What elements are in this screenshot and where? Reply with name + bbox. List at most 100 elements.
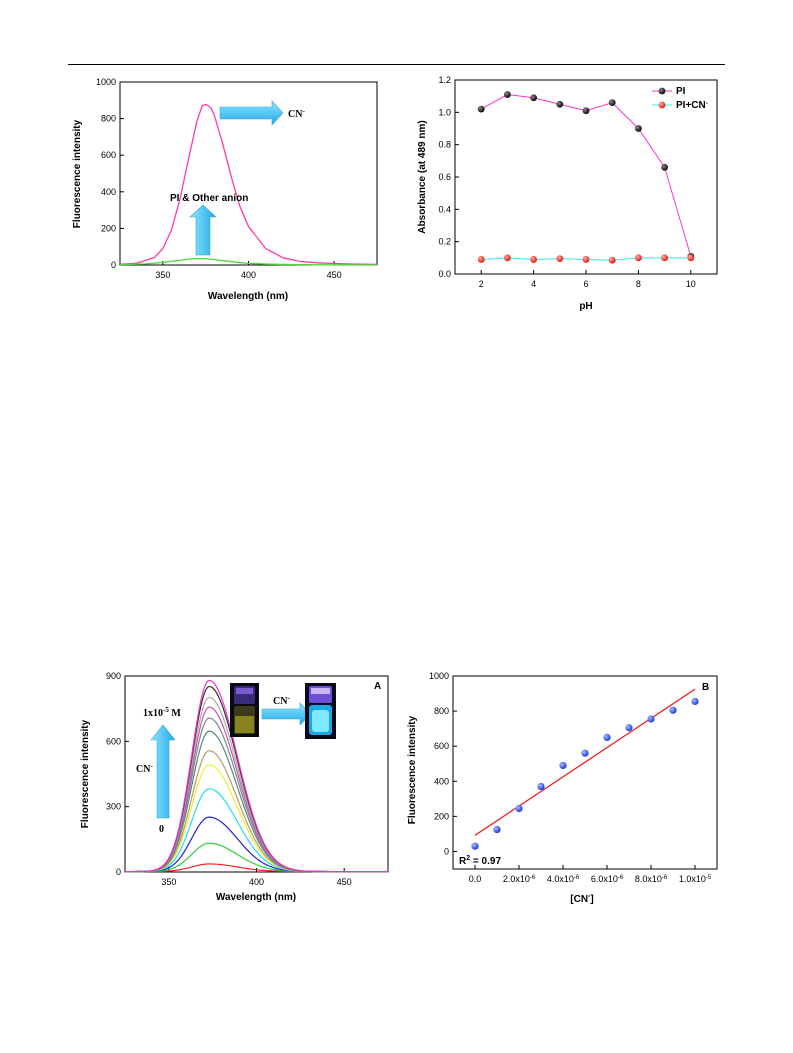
x-tick-labels: 350 400 450 [161,868,352,887]
annotation-concentration: 1x10-5 M [143,706,181,719]
y-axis-label: Fluorescence intensity [407,715,418,824]
vial-before-photo [230,683,259,737]
x-tick-label: 6.0x10-6 [591,874,624,884]
x-tick-label: 400 [241,270,256,280]
chart-fluorescence-cn-selectivity: 0 200 400 600 800 1000 350 400 450 Wavelength (… [72,77,378,302]
x-axis-label: Wavelength (nm) [216,892,296,903]
legend-marker-pi [658,87,666,95]
data-point-pi [635,125,642,132]
x-tick-label: 450 [327,270,342,280]
data-point [691,697,699,706]
x-axis-label: pH [579,301,592,312]
y-tick-labels: 0.0 0.2 0.4 0.6 0.8 1.0 1.2 [438,75,459,279]
x-tick-label: 8.0x10-6 [635,874,668,884]
y-tick-label: 800 [101,114,116,124]
y-axis-label: Fluorescence intensity [80,719,91,828]
panel-label-b: B [702,682,709,693]
y-tick-label: 0.2 [438,237,451,247]
legend-label-pi: PI [676,86,686,97]
x-tick-labels: 0.0 2.0x10-6 4.0x10-6 6.0x10-6 8.0x10-6 1.0x1… [469,865,712,884]
titration-curve [124,679,388,873]
data-point [625,724,633,732]
x-tick-label: 2 [479,279,484,289]
x-tick-label: 4.0x10-6 [547,874,580,884]
panel-label-a: A [374,681,381,692]
series-line-pi [480,94,692,257]
data-point-pi-cn [608,256,616,264]
y-tick-labels: 0 300 600 900 [106,671,129,877]
data-point-pi [608,99,616,107]
chart-absorbance-vs-ph: 0.0 0.2 0.4 0.6 0.8 1.0 1.2 2 4 6 8 10 pH Absorban… [417,75,718,312]
y-tick-label: 0 [116,867,121,877]
y-tick-label: 600 [106,736,121,746]
linear-fit-line [474,688,696,836]
data-point [559,761,567,770]
y-tick-label: 900 [106,671,121,681]
data-point-pi-cn [530,256,537,263]
vial-glow [312,710,329,732]
x-tick-labels: 2 4 6 8 10 [479,270,696,289]
x-tick-label: 0.0 [469,874,482,884]
y-axis-label: Fluorescence intensity [72,119,83,228]
y-tick-label: 400 [434,776,449,786]
legend: PI PI+CN- [652,86,708,111]
y-tick-label: 0.8 [438,140,451,150]
x-tick-label: 2.0x10-6 [503,874,536,884]
y-tick-label: 0.0 [438,269,451,279]
series-lines [119,103,378,266]
x-tick-label: 1.0x10-5 [679,874,712,884]
y-tick-label: 1.0 [438,107,451,117]
annotation-cn: CN- [288,107,305,120]
vial-solution [235,716,254,733]
up-arrow-icon [189,204,217,256]
data-point [471,842,479,850]
annotation-arrow-cn: CN- [273,694,290,707]
series-lines [124,679,388,873]
data-point [581,749,589,757]
data-point-pi-cn [661,254,668,262]
y-tick-labels: 0 200 400 600 800 1000 [429,671,457,856]
data-point-pi [504,91,511,98]
data-point [603,733,611,742]
y-tick-label: 600 [434,741,449,751]
data-point-pi [661,163,668,171]
vial-cap-highlight [236,688,253,694]
x-tick-label: 400 [249,877,264,887]
vial-after-photo [305,683,336,739]
vial-cap-highlight [311,688,330,694]
y-tick-label: 1000 [96,77,116,87]
y-tick-label: 0.6 [438,172,451,182]
x-tick-label: 8 [636,279,641,289]
y-tick-label: 200 [101,223,116,233]
data-point-pi [530,94,537,102]
chart-linear-calibration: 0 200 400 600 800 1000 0.0 2.0x10-6 4.0x10-6 6.0… [407,671,718,905]
chart-fluorescence-titration: 0 300 600 900 350 400 450 Wavelength (nm) Flu… [80,671,389,903]
y-tick-label: 1000 [429,671,449,681]
y-tick-label: 300 [106,802,121,812]
y-axis-label: Absorbance (at 489 nm) [417,120,428,233]
legend-marker-pi-cn [658,101,666,109]
x-tick-label: 350 [161,877,176,887]
data-point-pi-cn [556,255,564,263]
annotation-cn: CN- [136,762,153,775]
data-point-pi [582,107,590,115]
up-arrow-icon [150,724,176,819]
data-point [537,782,545,791]
x-tick-label: 350 [155,270,170,280]
data-point-pi-cn [687,254,695,262]
x-axis-label: Wavelength (nm) [208,291,288,302]
data-point-pi-cn [635,254,642,262]
y-tick-label: 800 [434,706,449,716]
y-tick-label: 200 [434,811,449,821]
data-point-pi-cn [582,256,590,263]
data-point [515,804,523,813]
y-tick-label: 0 [111,260,116,270]
r-squared-label: R2 = 0.97 [459,855,501,867]
page-header-rule [68,64,725,65]
y-tick-label: 1.2 [438,75,451,85]
plot-frame [452,675,718,870]
series-marks [471,688,699,850]
y-tick-label: 400 [101,187,116,197]
data-point-pi [556,100,564,108]
